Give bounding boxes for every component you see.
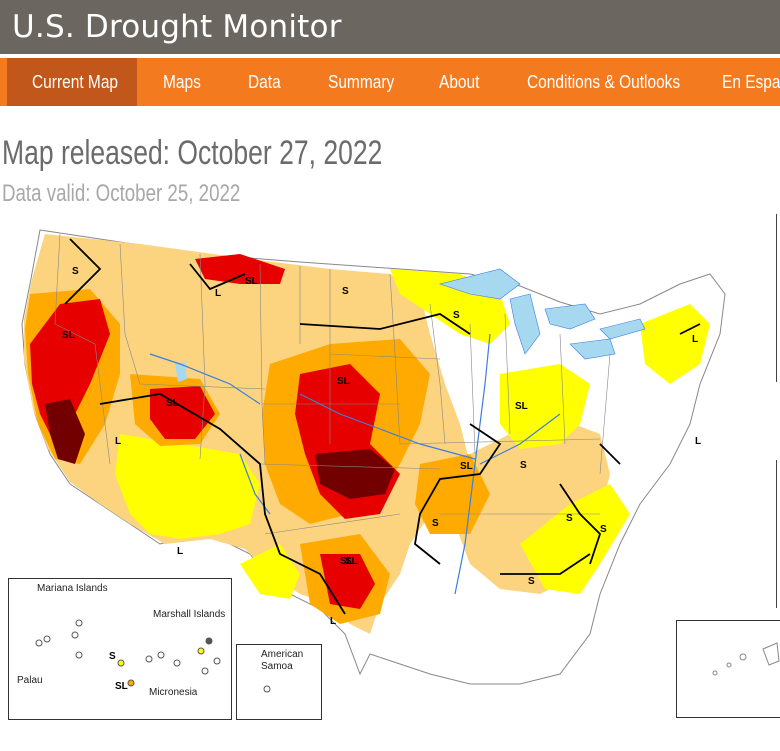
map-released-heading: Map released: October 27, 2022 xyxy=(2,134,383,172)
nav-active-highlight xyxy=(7,58,137,106)
nav-current-map[interactable]: Current Map xyxy=(32,72,119,92)
legend-edge xyxy=(776,214,780,382)
impact-label: S xyxy=(432,518,439,529)
nav-en-espanol[interactable]: En Españ xyxy=(722,72,780,92)
impact-label: SL xyxy=(345,556,358,567)
impact-label: L xyxy=(177,546,183,557)
samoa-marker xyxy=(263,685,271,693)
drought-d0-southwest xyxy=(115,434,260,539)
american-samoa-inset[interactable]: American Samoa xyxy=(236,644,322,720)
drought-d0-ohio xyxy=(500,364,590,449)
impact-label: S xyxy=(566,513,573,524)
hawaii-inset[interactable] xyxy=(676,620,780,718)
drought-d0-northeast xyxy=(640,304,710,384)
impact-label: L xyxy=(692,334,698,345)
drought-d3-nevada xyxy=(150,386,215,439)
drought-map[interactable]: S SL L SL S SL L SL SL L S L SL S SL S S… xyxy=(0,214,780,751)
great-salt-lake xyxy=(175,362,187,382)
impact-label: SL xyxy=(166,398,179,409)
data-valid-subheading: Data valid: October 25, 2022 xyxy=(2,180,241,207)
impact-label: SL xyxy=(337,376,350,387)
header-divider xyxy=(0,54,780,56)
mariana-islands-label: Mariana Islands xyxy=(37,583,108,594)
major-rivers xyxy=(149,333,561,595)
header-bar: U.S. Drought Monitor xyxy=(0,0,780,54)
great-lakes xyxy=(438,268,646,360)
nav-data[interactable]: Data xyxy=(248,72,281,92)
drought-d1-west xyxy=(24,234,470,634)
impact-code: S xyxy=(109,651,116,662)
site-title[interactable]: U.S. Drought Monitor xyxy=(12,9,342,45)
impact-label: S xyxy=(342,286,349,297)
impact-label: SL xyxy=(460,461,473,472)
palau-label: Palau xyxy=(17,675,43,686)
impact-label: L xyxy=(115,436,121,447)
drought-d4-kansas xyxy=(315,449,395,499)
impact-code: SL xyxy=(115,681,128,692)
nav-conditions-outlooks[interactable]: Conditions & Outlooks xyxy=(527,72,681,92)
impact-label: SL xyxy=(340,556,353,567)
impact-label: SL xyxy=(515,401,528,412)
impact-label: L xyxy=(695,436,701,447)
impact-label: S xyxy=(520,460,527,471)
pacific-islands-inset[interactable]: Mariana Islands Marshall Islands Palau M… xyxy=(8,578,232,720)
state-boundaries xyxy=(54,233,611,535)
drought-d0-texas xyxy=(240,544,300,599)
impact-label: SL xyxy=(62,330,75,341)
impact-label: L xyxy=(330,616,336,627)
hawaii-islands xyxy=(712,642,780,676)
marshall-islands-label: Marshall Islands xyxy=(153,609,226,620)
nav-about[interactable]: About xyxy=(439,72,480,92)
drought-d4-california xyxy=(45,399,85,464)
impact-label: L xyxy=(215,288,221,299)
impact-label: SL xyxy=(245,276,258,287)
impact-boundaries xyxy=(64,238,701,615)
american-samoa-label: American Samoa xyxy=(261,649,304,672)
impact-label: S xyxy=(453,310,460,321)
micronesia-label: Micronesia xyxy=(149,687,198,698)
impact-label: S xyxy=(72,266,79,277)
main-nav: Current Map Maps Data Summary About Cond… xyxy=(0,58,780,106)
nav-summary[interactable]: Summary xyxy=(328,72,395,92)
impact-label: S xyxy=(600,524,607,535)
legend-edge xyxy=(776,460,780,608)
impact-label: S xyxy=(528,576,535,587)
nav-maps[interactable]: Maps xyxy=(163,72,201,92)
drought-d3-montana xyxy=(195,254,285,284)
island-markers xyxy=(35,619,221,687)
drought-d0-southeast xyxy=(520,484,630,594)
